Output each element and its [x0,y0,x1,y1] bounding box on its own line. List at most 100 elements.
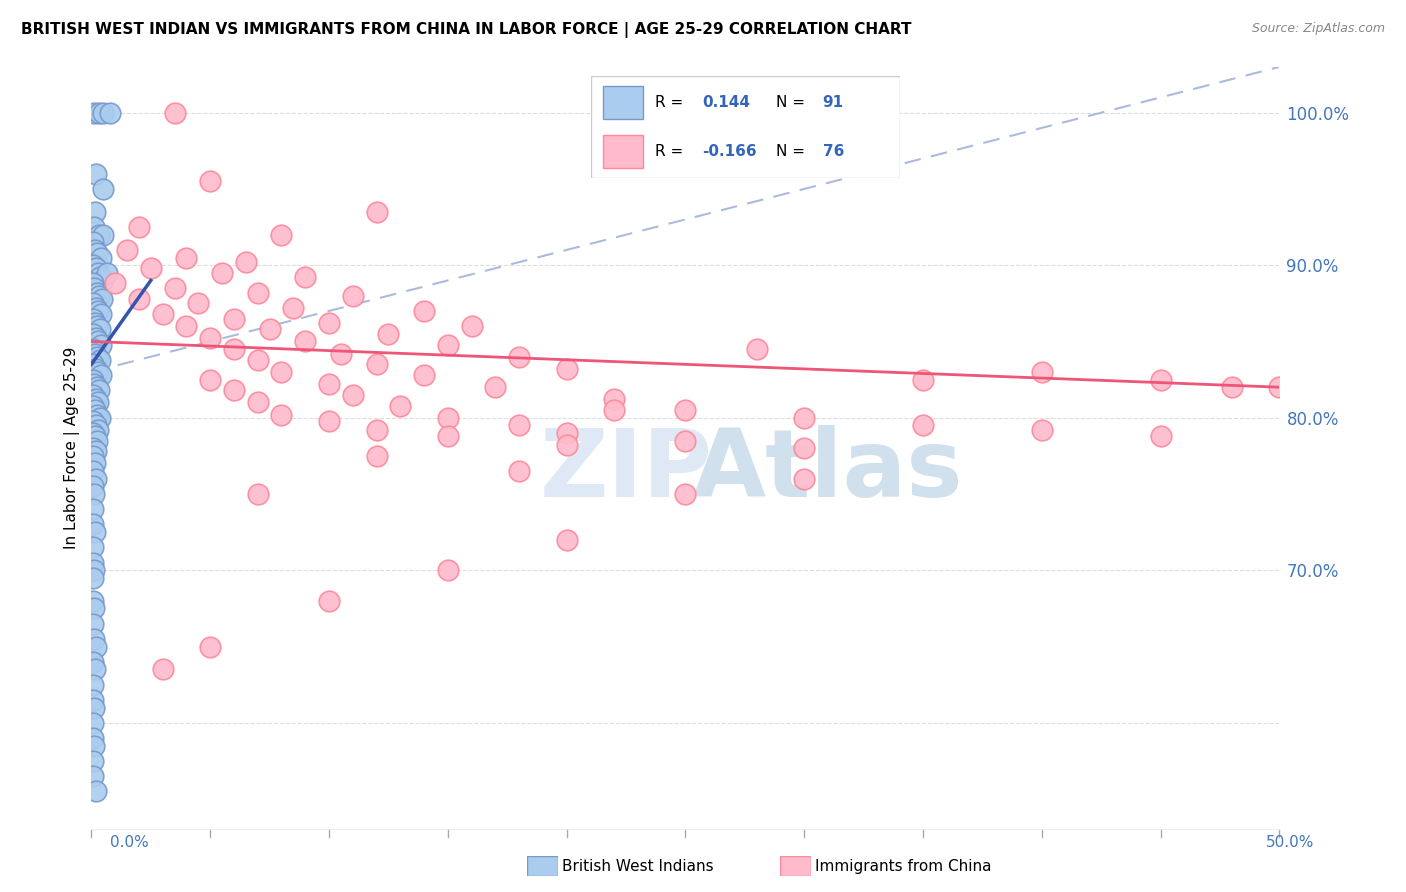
Point [366,204,388,219]
Point [84,204,107,219]
Point [603,403,626,417]
Point [246,285,269,300]
Point [84,301,107,315]
Point [460,319,482,334]
Point [200,331,222,345]
Point [83,220,105,235]
Point [318,316,340,330]
Point [89,410,111,425]
Point [508,464,530,478]
Point [82,235,104,250]
Text: 0.144: 0.144 [702,95,749,110]
Point [270,408,292,422]
Text: N =: N = [776,145,810,160]
Point [82,479,104,493]
Point [104,277,127,291]
Point [84,444,107,458]
Point [82,342,104,356]
Point [90,337,112,351]
Text: Source: ZipAtlas.com: Source: ZipAtlas.com [1251,22,1385,36]
Point [128,220,150,235]
Point [82,296,104,310]
Point [318,377,340,392]
Point [318,594,340,608]
Text: Immigrants from China: Immigrants from China [815,859,993,873]
Point [128,292,150,306]
Point [84,472,107,486]
Point [342,388,364,402]
Point [152,662,174,676]
Point [87,289,110,303]
Point [82,399,104,413]
Point [211,266,233,280]
Point [1220,380,1243,394]
Point [1268,380,1291,394]
Point [89,352,111,367]
Point [82,425,104,440]
Point [82,715,104,730]
Point [82,357,104,371]
Point [86,434,108,448]
Point [555,533,578,547]
Point [83,700,105,714]
Point [82,693,104,707]
Y-axis label: In Labor Force | Age 25-29: In Labor Force | Age 25-29 [65,347,80,549]
Point [87,384,110,398]
Point [200,640,222,654]
Point [200,174,222,188]
Point [82,464,104,478]
Point [84,418,107,433]
Point [436,410,458,425]
Bar [603,136,643,168]
Point [89,270,111,285]
Point [413,368,436,382]
Point [83,377,105,392]
Point [83,487,105,501]
Point [82,678,104,692]
Point [83,632,105,646]
Point [436,337,458,351]
Point [86,380,108,394]
Point [508,350,530,364]
Point [84,362,107,376]
Point [86,408,108,422]
Point [555,362,578,376]
Point [87,227,110,242]
Point [82,449,104,463]
Point [259,322,281,336]
Point [82,571,104,585]
Point [246,352,269,367]
Point [246,487,269,501]
Point [163,281,186,295]
Point [187,296,209,310]
Point [89,322,111,336]
Point [911,373,934,387]
Point [1031,365,1053,379]
Point [87,304,110,318]
Point [294,270,316,285]
Point [82,655,104,669]
Point [673,487,696,501]
Point [366,423,388,437]
Point [91,105,114,120]
Point [87,266,110,280]
Point [176,319,198,334]
Point [82,258,104,272]
Point [1149,429,1171,443]
Point [603,392,626,407]
Point [283,301,305,315]
Point [83,739,105,753]
Point [84,662,107,676]
Point [163,105,186,120]
Text: R =: R = [655,95,689,110]
Text: 76: 76 [823,145,844,160]
Point [82,769,104,783]
Point [91,292,114,306]
Point [436,429,458,443]
Point [377,326,399,341]
Text: BRITISH WEST INDIAN VS IMMIGRANTS FROM CHINA IN LABOR FORCE | AGE 25-29 CORRELAT: BRITISH WEST INDIAN VS IMMIGRANTS FROM C… [21,22,911,38]
Point [84,331,107,345]
Point [342,289,364,303]
Point [84,784,107,798]
Point [82,731,104,745]
